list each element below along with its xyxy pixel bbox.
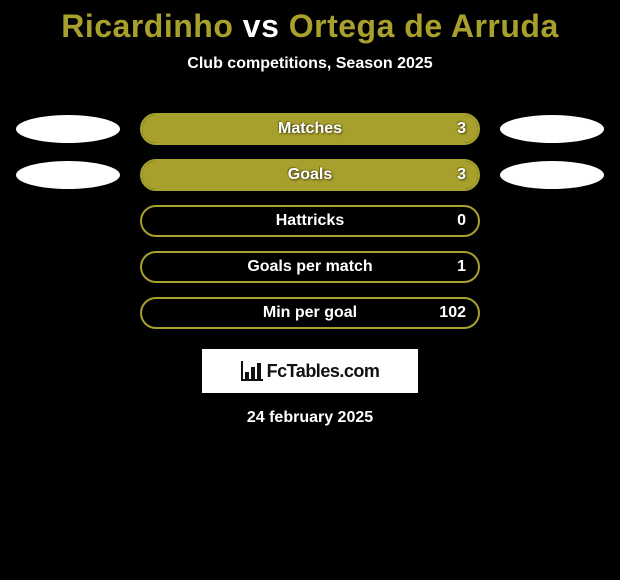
stat-value: 3 (457, 120, 466, 138)
stat-row: Goals3 (0, 159, 620, 191)
stat-bar: Goals3 (140, 159, 480, 191)
right-spacer (500, 299, 604, 327)
title-player2: Ortega de Arruda (289, 8, 559, 44)
subtitle: Club competitions, Season 2025 (0, 55, 620, 73)
right-ellipse (500, 115, 604, 143)
left-spacer (16, 253, 120, 281)
stat-value: 1 (457, 258, 466, 276)
stat-value: 3 (457, 166, 466, 184)
right-spacer (500, 207, 604, 235)
title-player1: Ricardinho (61, 8, 233, 44)
left-spacer (16, 299, 120, 327)
page-title: Ricardinho vs Ortega de Arruda (0, 0, 620, 45)
stat-row: Hattricks0 (0, 205, 620, 237)
right-spacer (500, 253, 604, 281)
stat-label: Goals (142, 166, 478, 184)
right-ellipse (500, 161, 604, 189)
left-spacer (16, 207, 120, 235)
bar-chart-icon (241, 361, 263, 381)
stat-bar: Matches3 (140, 113, 480, 145)
stat-row: Min per goal102 (0, 297, 620, 329)
left-ellipse (16, 161, 120, 189)
stat-label: Min per goal (142, 304, 478, 322)
logo-box: FcTables.com (202, 349, 418, 393)
stat-value: 0 (457, 212, 466, 230)
left-ellipse (16, 115, 120, 143)
stat-label: Hattricks (142, 212, 478, 230)
title-vs: vs (243, 8, 280, 44)
stat-label: Matches (142, 120, 478, 138)
stat-value: 102 (439, 304, 466, 322)
stat-bar: Goals per match1 (140, 251, 480, 283)
stat-bar: Hattricks0 (140, 205, 480, 237)
date-text: 24 february 2025 (0, 409, 620, 427)
comparison-infographic: Ricardinho vs Ortega de Arruda Club comp… (0, 0, 620, 580)
stat-label: Goals per match (142, 258, 478, 276)
stat-bar: Min per goal102 (140, 297, 480, 329)
stat-rows: Matches3Goals3Hattricks0Goals per match1… (0, 113, 620, 329)
stat-row: Matches3 (0, 113, 620, 145)
stat-row: Goals per match1 (0, 251, 620, 283)
logo-text: FcTables.com (267, 361, 380, 382)
